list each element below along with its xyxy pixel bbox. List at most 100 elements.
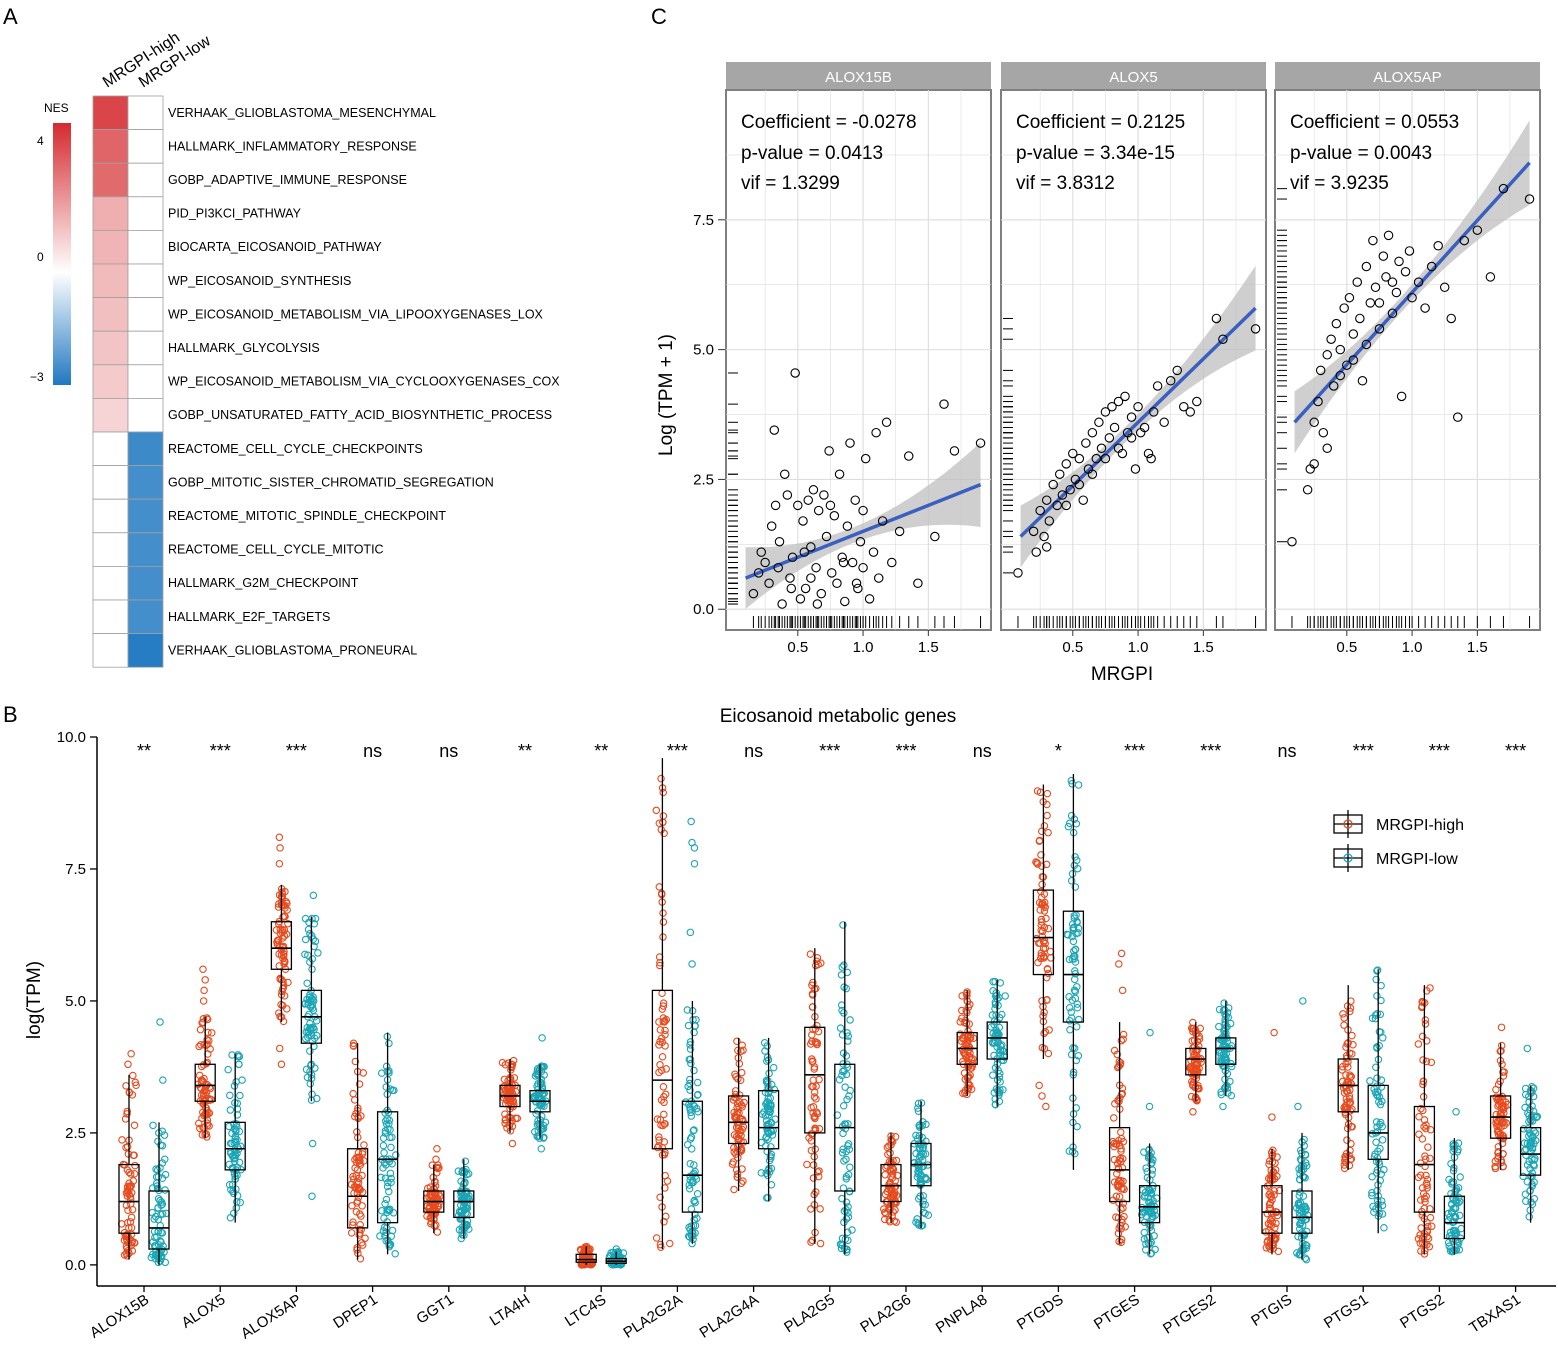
jitter-point [1295,1175,1304,1184]
jitter-point [660,1150,669,1159]
jitter-point [1375,1160,1384,1168]
heatmap-cell [92,532,129,567]
jitter-point [355,1231,364,1239]
jitter-point [764,1135,772,1143]
scatter-point [1357,376,1368,386]
jitter-point [347,1229,356,1237]
jitter-point [226,1213,235,1222]
jitter-point [1073,864,1082,873]
jitter-point [1372,1169,1381,1177]
jitter-point [835,1075,844,1084]
gene-label: LTA4H [487,1291,534,1329]
jitter-point [462,1204,470,1213]
scatter-point [1057,490,1068,500]
jitter-point [686,1038,695,1046]
jitter-point [763,1099,771,1107]
jitter-point [840,1157,848,1165]
jitter-point [1114,1164,1123,1172]
jitter-point [691,1198,699,1207]
facet-strip-label: ALOX5 [1109,69,1157,86]
jitter-point [358,1150,367,1158]
box-high [118,1163,140,1234]
jitter-point [842,1248,851,1256]
scatter-point [847,557,858,568]
jitter-point [426,1207,435,1216]
nes-legend-title: NES [44,101,69,115]
heatmap-cell [92,397,129,433]
jitter-point [1116,1154,1125,1163]
jitter-point [434,1164,442,1173]
jitter-point [541,1118,550,1126]
jitter-point [686,1041,694,1049]
jitter-point [313,1094,321,1103]
jitter-point [226,1091,234,1100]
jitter-point [349,1175,358,1183]
jitter-point [964,1062,972,1071]
scatter-point [975,438,986,448]
jitter-point [349,1089,357,1098]
scatter-point [785,573,795,583]
jitter-point [392,1151,400,1159]
coefficient-text: Coefficient = 0.0553 [1290,112,1459,133]
regression-line [744,482,982,580]
jitter-point [995,993,1003,1002]
jitter-point [357,1212,365,1220]
jitter-point [1528,1088,1536,1096]
vif-text: vif = 3.9235 [1290,173,1389,194]
jitter-point [279,954,287,963]
jitter-point [203,1116,212,1124]
scatter-point [1143,448,1154,459]
gene-group: ns GGT1 [413,741,475,1328]
jitter-point [732,1123,741,1132]
outlier-point [1146,1028,1154,1037]
jitter-point [1423,1184,1431,1192]
scatter-x-tick-label: 1.0 [1402,639,1423,656]
jitter-point [815,1167,823,1175]
scatter-y-tick-label: 2.5 [693,471,714,488]
box-high [880,1163,902,1203]
jitter-point [1070,986,1079,995]
scatter-point [1013,568,1023,578]
outlier-point [1038,1092,1046,1100]
scatter-point [1446,313,1456,324]
outlier-point [275,833,284,842]
scatter-point [1335,344,1346,355]
scatter-point [1344,292,1355,303]
heatmap-cell [127,465,164,500]
jitter-point [655,1068,663,1077]
scatter-facet: ALOX5 0.5 1.0 1.5 Coefficient = 0.2125 p-valu… [1000,62,1267,656]
jitter-point [157,1210,165,1219]
scatter-point [1091,453,1102,464]
jitter-point [382,1228,390,1237]
jitter-point [844,1142,852,1150]
jitter-point [693,1190,702,1198]
scatter-point [1352,277,1362,287]
jitter-point [1110,1046,1119,1055]
jitter-point [888,1192,897,1201]
outlier-point [1035,1081,1043,1090]
scatter-point [813,505,824,516]
jitter-point [537,1123,546,1131]
jitter-point [808,1058,817,1066]
jitter-point [1066,1025,1074,1034]
jitter-point [764,1080,772,1088]
jitter-point [1268,1218,1277,1226]
scatter-x-tick-label: 1.5 [1193,639,1214,656]
jitter-point [686,1159,695,1168]
jitter-point [229,1189,238,1198]
heatmap-cell [127,397,164,433]
jitter-point [1422,1124,1430,1133]
heatmap-cell [127,364,164,399]
jitter-point [1065,1004,1074,1012]
jitter-point [838,1067,847,1076]
jitter-point [1519,1172,1527,1181]
scatter-y-tick-label: 5.0 [693,342,714,359]
jitter-point [1038,997,1046,1005]
jitter-point [1498,1117,1507,1126]
jitter-point [1303,1241,1311,1250]
jitter-point [806,950,815,958]
jitter-point [500,1075,509,1084]
panel-label-c: C [651,4,667,29]
outlier-point [1497,1023,1506,1032]
jitter-point [1219,1007,1228,1015]
